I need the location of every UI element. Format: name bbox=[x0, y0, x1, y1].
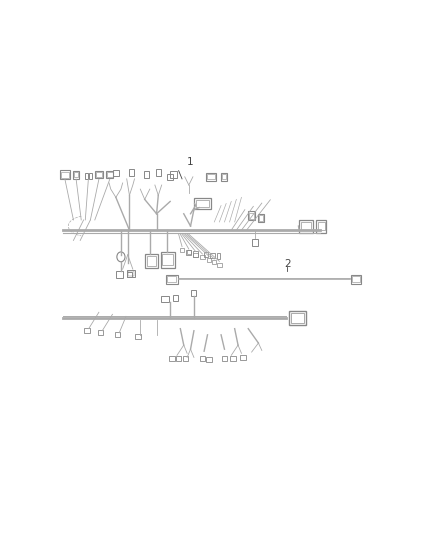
Bar bbox=[135, 334, 141, 340]
Bar bbox=[88, 173, 92, 179]
Bar bbox=[206, 357, 212, 362]
Bar bbox=[161, 296, 169, 302]
Bar bbox=[155, 169, 161, 176]
Text: 1: 1 bbox=[187, 157, 194, 167]
Bar bbox=[191, 290, 196, 296]
Bar bbox=[144, 172, 149, 178]
Bar bbox=[217, 263, 222, 266]
Bar bbox=[85, 173, 88, 179]
Bar bbox=[107, 172, 113, 177]
Bar bbox=[183, 356, 188, 361]
Bar bbox=[212, 260, 216, 264]
Bar bbox=[206, 173, 216, 181]
Bar bbox=[207, 257, 212, 262]
Bar bbox=[207, 174, 215, 180]
Bar bbox=[129, 169, 134, 176]
Bar bbox=[194, 253, 198, 257]
Bar bbox=[127, 272, 132, 277]
Bar bbox=[106, 171, 113, 179]
Bar bbox=[352, 276, 360, 282]
Bar bbox=[289, 311, 306, 325]
Bar bbox=[259, 215, 263, 221]
Bar bbox=[230, 356, 236, 361]
Bar bbox=[187, 251, 191, 254]
Bar bbox=[210, 253, 215, 259]
Bar bbox=[194, 198, 211, 208]
Bar bbox=[301, 222, 311, 230]
Bar bbox=[170, 172, 177, 178]
Bar bbox=[204, 252, 208, 257]
Bar bbox=[167, 174, 173, 180]
Bar bbox=[196, 200, 209, 207]
Bar bbox=[116, 271, 123, 278]
Bar bbox=[113, 170, 119, 175]
Bar bbox=[251, 239, 258, 246]
Bar bbox=[147, 256, 156, 265]
Bar bbox=[222, 174, 226, 180]
Text: 2: 2 bbox=[284, 259, 290, 269]
Bar bbox=[200, 356, 205, 361]
Bar bbox=[318, 222, 325, 230]
Bar bbox=[84, 328, 90, 333]
Bar bbox=[222, 356, 227, 361]
Bar bbox=[180, 248, 184, 252]
Bar bbox=[74, 172, 78, 177]
Bar bbox=[166, 274, 178, 284]
Bar bbox=[73, 171, 79, 179]
Bar bbox=[60, 170, 71, 179]
Bar bbox=[194, 252, 198, 257]
Bar bbox=[173, 295, 178, 301]
Bar bbox=[127, 270, 135, 277]
Bar bbox=[95, 171, 102, 179]
Bar bbox=[221, 173, 227, 181]
Bar bbox=[248, 211, 255, 220]
Bar bbox=[128, 271, 134, 276]
Bar bbox=[98, 330, 103, 335]
Bar bbox=[167, 276, 177, 282]
Bar bbox=[145, 254, 158, 268]
Bar bbox=[176, 356, 181, 361]
Bar bbox=[240, 356, 246, 360]
Bar bbox=[317, 220, 326, 232]
Bar bbox=[61, 172, 69, 177]
Bar bbox=[96, 172, 102, 177]
Bar bbox=[291, 313, 304, 322]
Bar bbox=[169, 356, 175, 361]
Bar bbox=[258, 214, 264, 222]
Bar bbox=[161, 252, 175, 268]
Bar bbox=[217, 253, 220, 259]
Bar bbox=[249, 213, 254, 219]
Bar bbox=[299, 220, 313, 232]
Bar bbox=[351, 274, 361, 284]
Bar bbox=[115, 333, 120, 337]
Bar bbox=[186, 250, 191, 255]
Bar bbox=[162, 254, 173, 265]
Bar bbox=[200, 255, 205, 260]
